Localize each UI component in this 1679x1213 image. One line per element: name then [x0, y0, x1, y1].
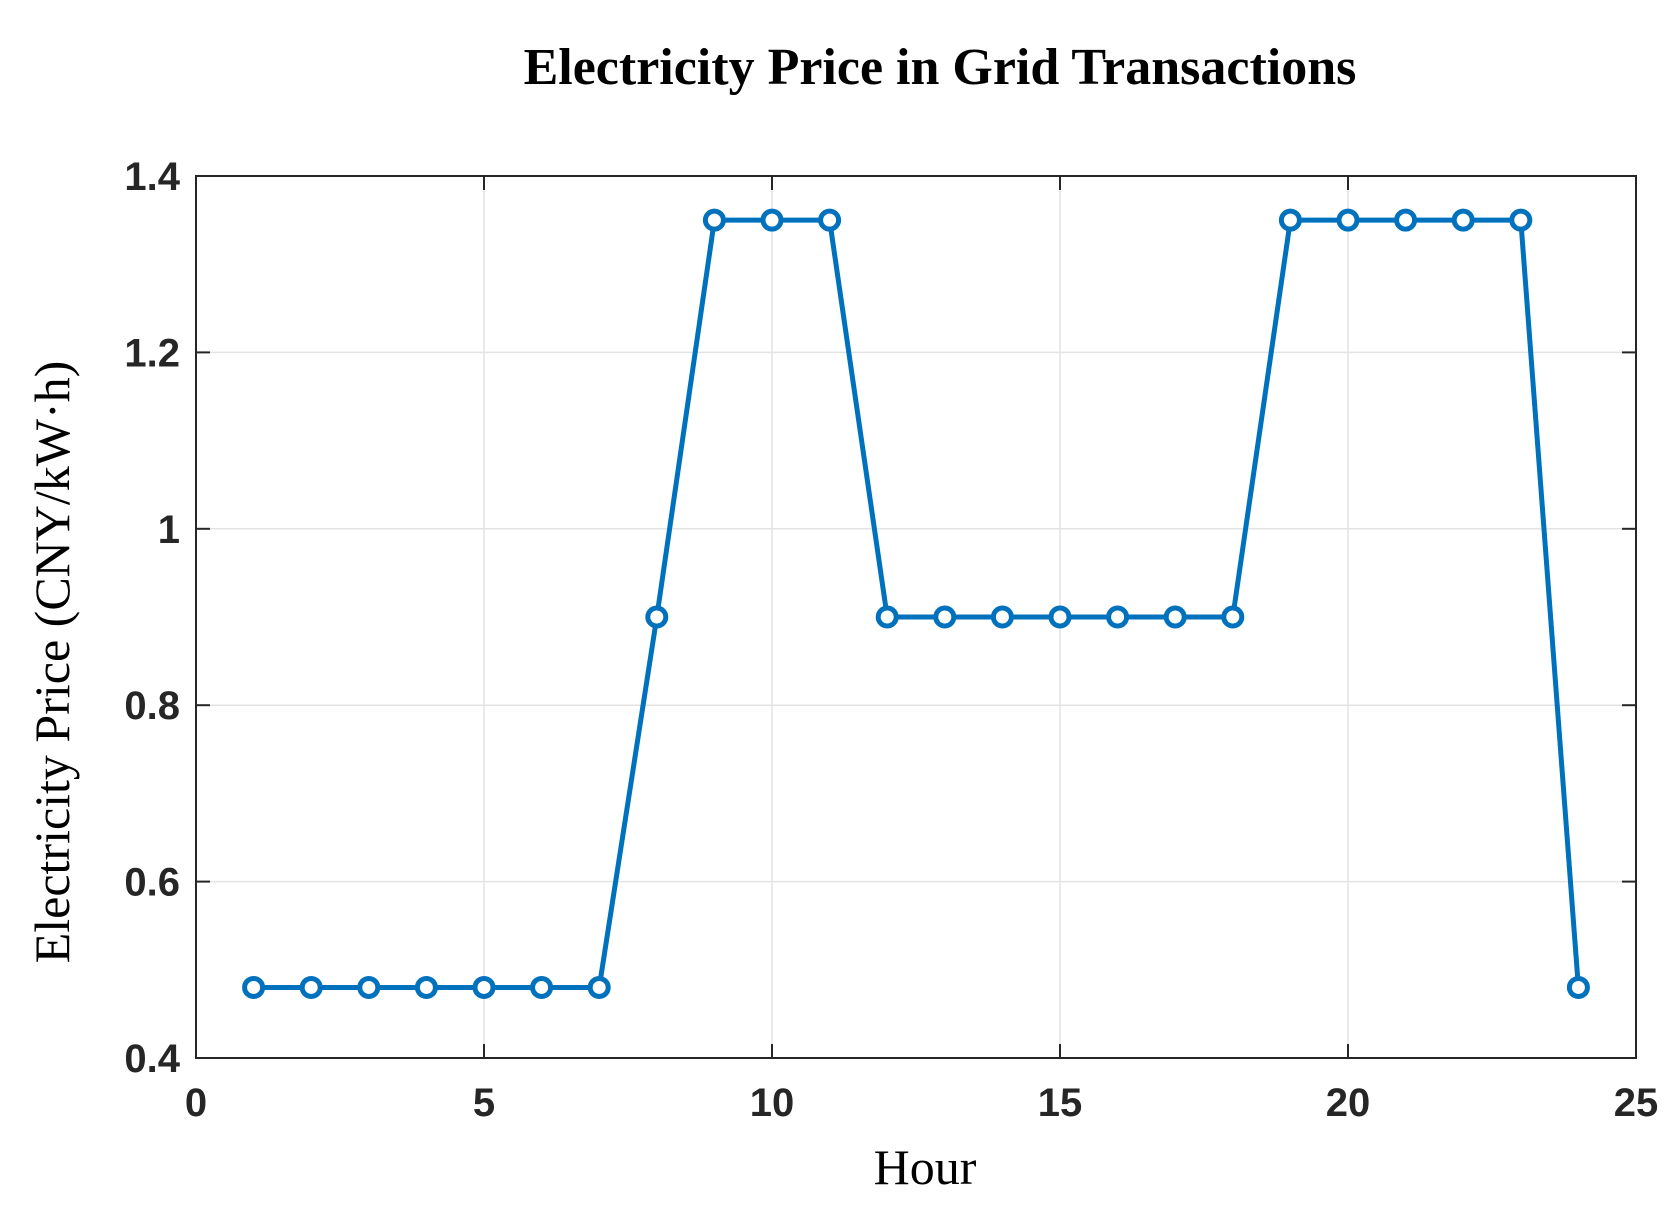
- data-point: [530, 975, 554, 999]
- data-point: [990, 605, 1014, 629]
- data-point: [1509, 208, 1533, 232]
- ticks: 0 5 10 15 20 25 0.4 0.6 0.8 1 1.2 1.4: [124, 155, 1658, 1125]
- x-tick-label: 5: [473, 1081, 495, 1125]
- x-tick-label: 10: [750, 1081, 795, 1125]
- data-point: [1106, 605, 1130, 629]
- data-point: [472, 975, 496, 999]
- x-axis-label: Hour: [873, 1139, 977, 1195]
- data-point: [299, 975, 323, 999]
- data-point: [760, 208, 784, 232]
- data-point: [587, 975, 611, 999]
- data-point: [414, 975, 438, 999]
- x-tick-label: 15: [1038, 1081, 1083, 1125]
- y-tick-label: 1: [158, 508, 180, 552]
- y-tick-label: 1.4: [124, 155, 180, 199]
- y-tick-label: 0.4: [124, 1037, 180, 1081]
- data-point: [875, 605, 899, 629]
- x-tick-label: 0: [185, 1081, 207, 1125]
- data-point: [1048, 605, 1072, 629]
- y-tick-label: 0.8: [124, 684, 180, 728]
- y-tick-label: 1.2: [124, 331, 180, 375]
- series: [242, 208, 1590, 999]
- data-point: [1336, 208, 1360, 232]
- data-point: [1394, 208, 1418, 232]
- x-tick-label: 20: [1326, 1081, 1371, 1125]
- data-point: [1278, 208, 1302, 232]
- data-point: [933, 605, 957, 629]
- axes-box: [195, 175, 1637, 1059]
- data-point: [357, 975, 381, 999]
- data-point: [818, 208, 842, 232]
- y-axis-label: Electricity Price (CNY/kW·h): [24, 360, 80, 964]
- data-point: [1566, 975, 1590, 999]
- chart-title: Electricity Price in Grid Transactions: [523, 39, 1357, 96]
- x-tick-label: 25: [1614, 1081, 1659, 1125]
- data-point: [242, 975, 266, 999]
- data-point: [645, 605, 669, 629]
- data-point: [1163, 605, 1187, 629]
- y-tick-label: 0.6: [124, 861, 180, 905]
- data-point: [1221, 605, 1245, 629]
- data-point: [1451, 208, 1475, 232]
- data-point: [702, 208, 726, 232]
